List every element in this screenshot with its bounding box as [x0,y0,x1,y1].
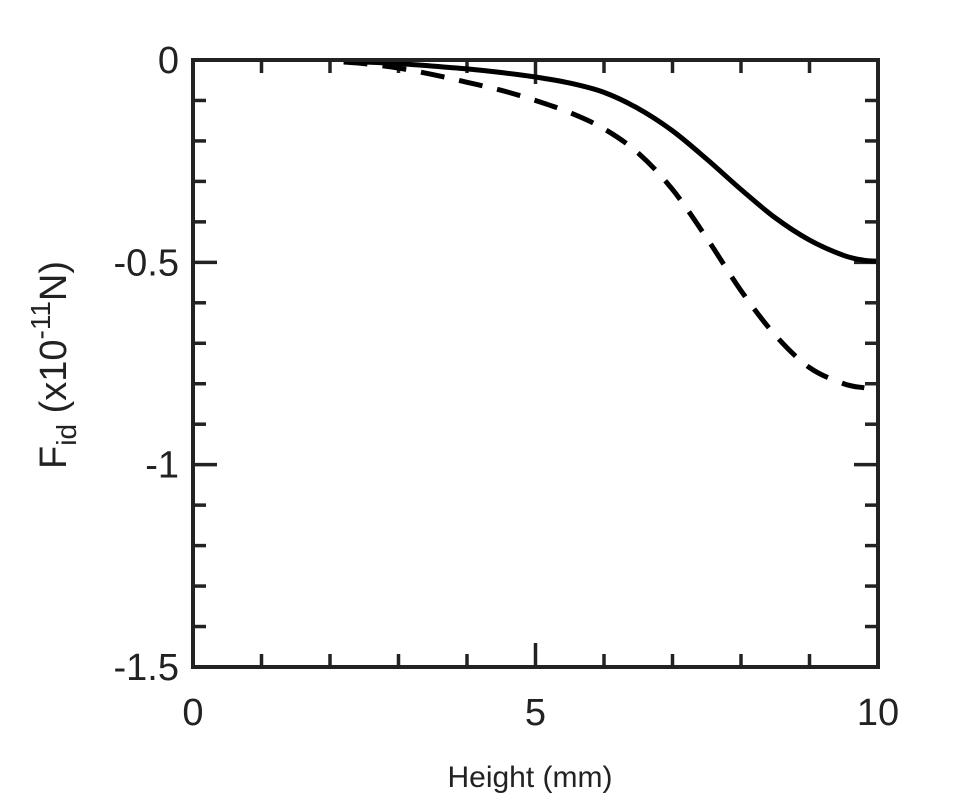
solid-series-line [343,58,879,264]
y-label-unit-suffix: N) [33,261,75,301]
y-label-base: F [33,446,75,469]
y-label-unit-prefix: (x10 [33,340,75,424]
x-axis-label: Height (mm) [447,761,612,794]
x-tick-label: 5 [525,692,546,734]
y-tick-label: -0.5 [114,242,179,284]
plot-series [343,58,879,391]
y-label-sub: id [51,424,82,446]
dashed-series-line [343,59,865,391]
y-label-exponent: -11 [25,301,56,339]
y-tick-label: 0 [158,40,179,82]
plot-frame [191,58,880,669]
y-tick-label: -1.5 [114,647,179,689]
y-axis-label: Fid (x10-11N) [25,261,82,469]
axis-ticks [191,58,880,669]
tick-labels: 0 5 10 0 -0.5 -1 -1.5 [114,40,900,734]
y-tick-label: -1 [145,445,179,487]
x-tick-label: 0 [182,692,203,734]
x-tick-label: 10 [857,692,899,734]
